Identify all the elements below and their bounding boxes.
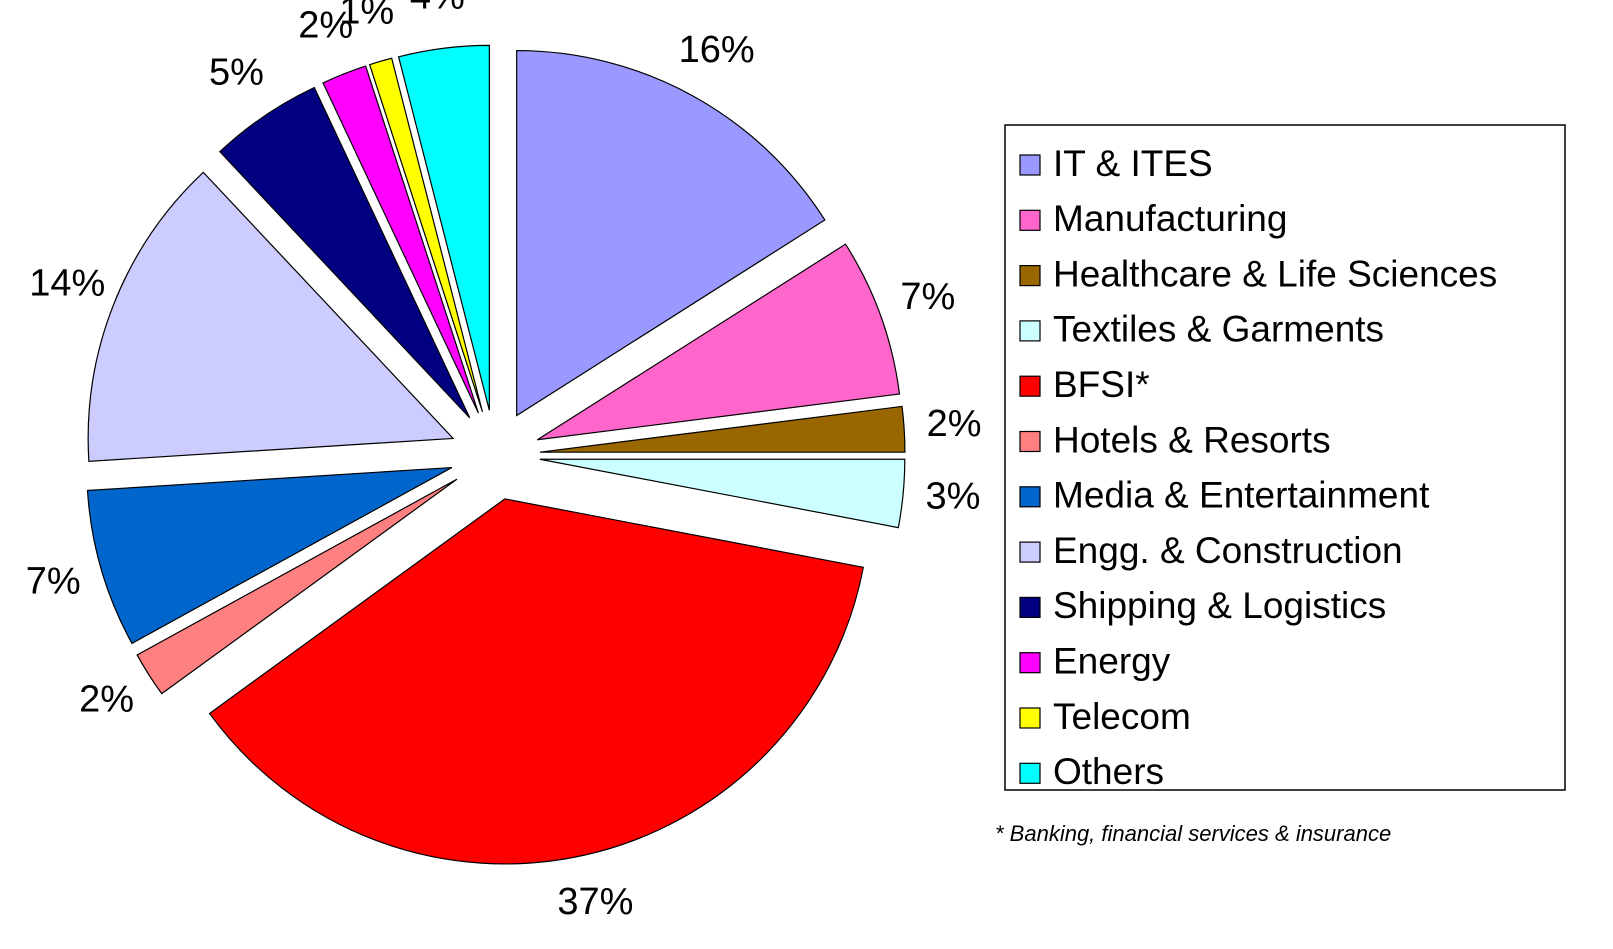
pie-slice — [368, 57, 484, 412]
legend-swatch — [1019, 209, 1041, 231]
legend-swatch — [1019, 707, 1041, 729]
pie-slice — [218, 86, 471, 419]
legend-label: Shipping & Logistics — [1053, 585, 1386, 626]
legend-swatch — [1019, 154, 1041, 176]
pie-slice — [208, 498, 865, 865]
legend-swatch — [1019, 596, 1041, 619]
legend-label: Hotels & Resorts — [1053, 419, 1331, 460]
pie-slice — [539, 405, 906, 453]
legend-swatch — [1019, 375, 1041, 397]
legend-label: Media & Entertainment — [1053, 475, 1430, 516]
pie-slice — [322, 65, 480, 414]
footnote: * Banking, financial services & insuranc… — [995, 821, 1391, 846]
data-label: 7% — [26, 560, 81, 602]
legend-swatch — [1019, 265, 1041, 287]
legend-label: BFSI* — [1053, 364, 1150, 405]
data-label: 3% — [925, 475, 980, 517]
data-label: 16% — [679, 29, 755, 71]
legend-box — [1004, 124, 1566, 791]
data-label: 2% — [927, 403, 982, 445]
legend-label: IT & ITES — [1053, 143, 1213, 184]
pie-slice — [136, 478, 458, 695]
data-label: 5% — [209, 52, 264, 94]
data-label: 2% — [79, 679, 134, 721]
pie-slice — [537, 243, 901, 441]
data-label: 14% — [29, 263, 105, 305]
legend-swatch — [1019, 430, 1041, 453]
pie-slice — [397, 44, 490, 411]
legend-label: Textiles & Garments — [1053, 309, 1384, 350]
pie-slice — [87, 171, 455, 462]
pie-slice — [516, 49, 826, 417]
legend-label: Others — [1053, 751, 1164, 792]
legend-label: Manufacturing — [1053, 198, 1287, 239]
data-label: 2% — [298, 4, 353, 46]
legend-swatch — [1019, 486, 1041, 508]
legend-swatch — [1019, 541, 1041, 563]
pie-slice — [86, 466, 453, 645]
data-label: 7% — [900, 276, 955, 318]
legend-swatch — [1019, 652, 1041, 674]
legend-label: Healthcare & Life Sciences — [1053, 253, 1497, 294]
pie-slice — [539, 458, 906, 529]
data-label: 4% — [410, 0, 465, 18]
legend-label: Engg. & Construction — [1053, 530, 1403, 571]
legend-label: Energy — [1053, 640, 1171, 681]
legend-swatch — [1019, 320, 1041, 342]
data-label: 37% — [557, 881, 633, 923]
data-label: 1% — [339, 0, 394, 32]
legend-swatch — [1019, 762, 1041, 784]
legend-label: Telecom — [1053, 696, 1191, 737]
